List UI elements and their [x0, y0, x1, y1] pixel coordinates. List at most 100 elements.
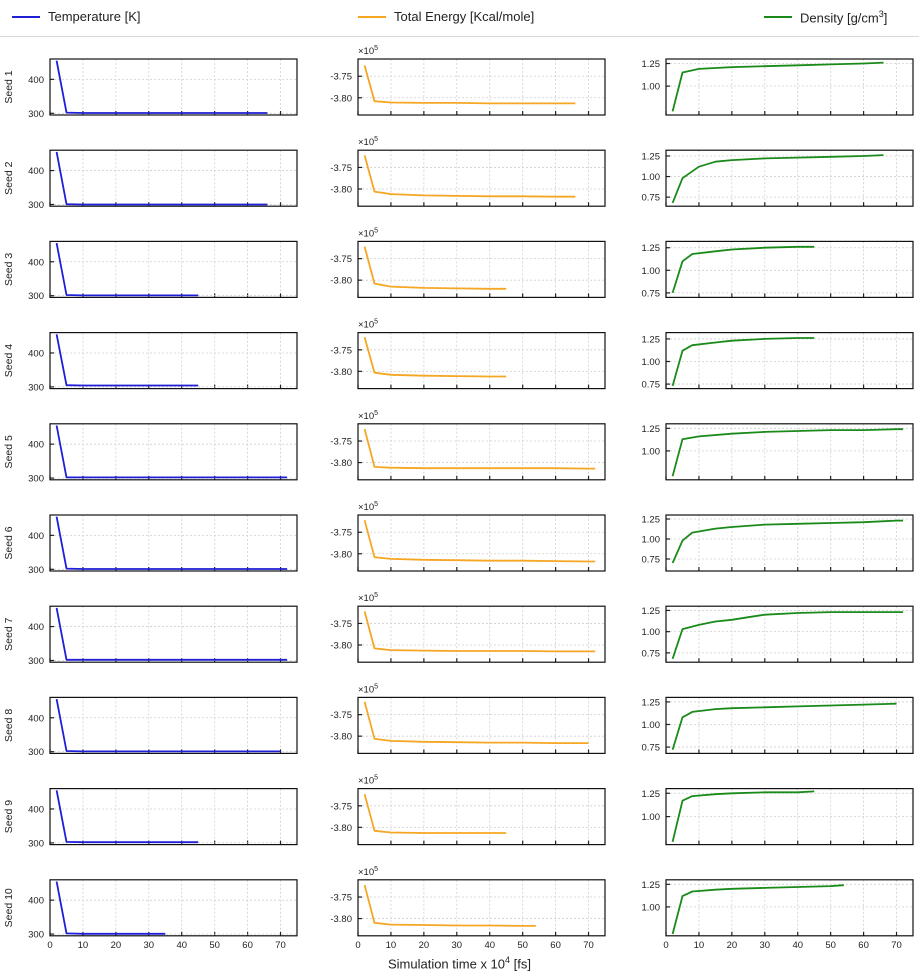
panel-frame [357, 787, 606, 846]
panel-frame [49, 696, 298, 755]
series-line-density [671, 61, 884, 112]
row-label: Seed 1 [3, 70, 15, 103]
panel-frame [49, 514, 298, 572]
energy-multiplier: ×105 [358, 501, 378, 513]
x-tick-label: 30 [144, 940, 155, 951]
x-tick-label: 30 [452, 940, 463, 951]
x-tick-label: 70 [891, 940, 902, 951]
panel-frame [665, 879, 914, 937]
series-line-energy [363, 611, 596, 653]
x-tick-label: 50 [209, 940, 220, 951]
row-label: Seed 6 [3, 526, 15, 559]
panel-frame [357, 332, 606, 390]
x-tick-label: 0 [663, 940, 668, 951]
y-tick-label: 1.25 [642, 789, 661, 800]
x-tick-label: 0 [47, 940, 52, 951]
y-tick-label: 1.00 [642, 172, 661, 183]
energy-multiplier: ×105 [358, 866, 378, 878]
x-tick-label: 40 [792, 940, 803, 951]
series-line-energy [363, 428, 596, 470]
panel-frame [665, 514, 914, 572]
series-line-density [671, 702, 897, 751]
y-tick-label: 1.00 [642, 266, 661, 277]
y-tick-label: 0.75 [642, 555, 661, 566]
y-tick-label: -3.75 [330, 163, 352, 174]
x-tick-label: 50 [517, 940, 528, 951]
y-tick-label: 400 [28, 622, 44, 633]
y-tick-label: -3.75 [330, 254, 352, 265]
y-tick-label: -3.80 [330, 458, 352, 469]
y-tick-label: 300 [28, 747, 44, 758]
panel-frame [665, 58, 914, 116]
y-tick-label: -3.75 [330, 345, 352, 356]
x-tick-label: 60 [550, 940, 561, 951]
panel-frame [49, 149, 298, 207]
row-label: Seed 3 [3, 253, 15, 286]
row-label: Seed 7 [3, 617, 15, 650]
legend-item-density: Density [g/cm3] [764, 9, 887, 25]
series-line-temperature [55, 151, 268, 206]
series-line-temperature [55, 607, 288, 661]
y-tick-label: 1.00 [642, 812, 661, 823]
row-label: Seed 10 [3, 888, 15, 927]
y-tick-label: -3.75 [330, 801, 352, 812]
y-tick-label: -3.75 [330, 710, 352, 721]
y-tick-label: 1.25 [642, 880, 661, 891]
x-tick-label: 50 [825, 940, 836, 951]
x-tick-label: 30 [760, 940, 771, 951]
y-tick-label: 1.25 [642, 697, 661, 708]
x-tick-label: 60 [242, 940, 253, 951]
y-tick-label: 300 [28, 109, 44, 120]
y-tick-label: -3.75 [330, 528, 352, 539]
y-tick-label: -3.80 [330, 549, 352, 560]
y-tick-label: 0.75 [642, 380, 661, 391]
panel-frame [357, 423, 606, 481]
panel-frame [49, 879, 298, 937]
x-tick-label: 0 [355, 940, 360, 951]
energy-multiplier: ×105 [358, 136, 378, 148]
panel-frame [357, 514, 606, 572]
y-tick-label: 300 [28, 382, 44, 393]
y-tick-label: 300 [28, 565, 44, 576]
series-line-density [671, 428, 904, 477]
x-tick-label: 10 [386, 940, 397, 951]
series-line-energy [363, 246, 507, 290]
y-tick-label: 1.25 [642, 424, 661, 435]
y-tick-label: 1.00 [642, 627, 661, 638]
energy-multiplier: ×105 [358, 410, 378, 422]
row-label: Seed 2 [3, 161, 15, 194]
series-line-density [671, 154, 884, 204]
y-tick-label: 300 [28, 930, 44, 941]
y-tick-label: -3.80 [330, 276, 352, 287]
y-tick-label: 400 [28, 348, 44, 359]
y-tick-label: 1.25 [642, 606, 661, 617]
y-tick-label: -3.75 [330, 893, 352, 904]
panel-frame [357, 149, 606, 207]
x-axis-label: Simulation time x 104 [fs] [387, 955, 532, 972]
panel-frame [665, 240, 914, 298]
series-line-energy [363, 519, 596, 563]
legend-swatch-energy [358, 15, 386, 18]
legend-label-density: Density [g/cm3] [800, 9, 888, 26]
panel-frame [49, 605, 298, 663]
panel-frame [357, 58, 606, 116]
series-line-density [671, 884, 844, 935]
panel-frame [665, 605, 914, 663]
y-tick-label: 1.00 [642, 446, 661, 457]
energy-multiplier: ×105 [358, 227, 378, 239]
x-tick-label: 20 [111, 940, 122, 951]
series-line-temperature [55, 881, 166, 935]
energy-multiplier: ×105 [358, 683, 378, 695]
y-tick-label: -3.80 [330, 732, 352, 743]
series-line-energy [363, 701, 589, 744]
y-tick-label: 300 [28, 200, 44, 211]
y-tick-label: 1.25 [642, 151, 661, 162]
legend-label-temperature: Temperature [K] [48, 9, 141, 24]
y-tick-label: 400 [28, 531, 44, 542]
x-tick-label: 40 [484, 940, 495, 951]
y-tick-label: 300 [28, 838, 44, 849]
y-tick-label: -3.80 [330, 640, 352, 651]
y-tick-label: -3.80 [330, 184, 352, 195]
y-tick-label: 400 [28, 896, 44, 907]
y-tick-label: -3.75 [330, 72, 352, 83]
